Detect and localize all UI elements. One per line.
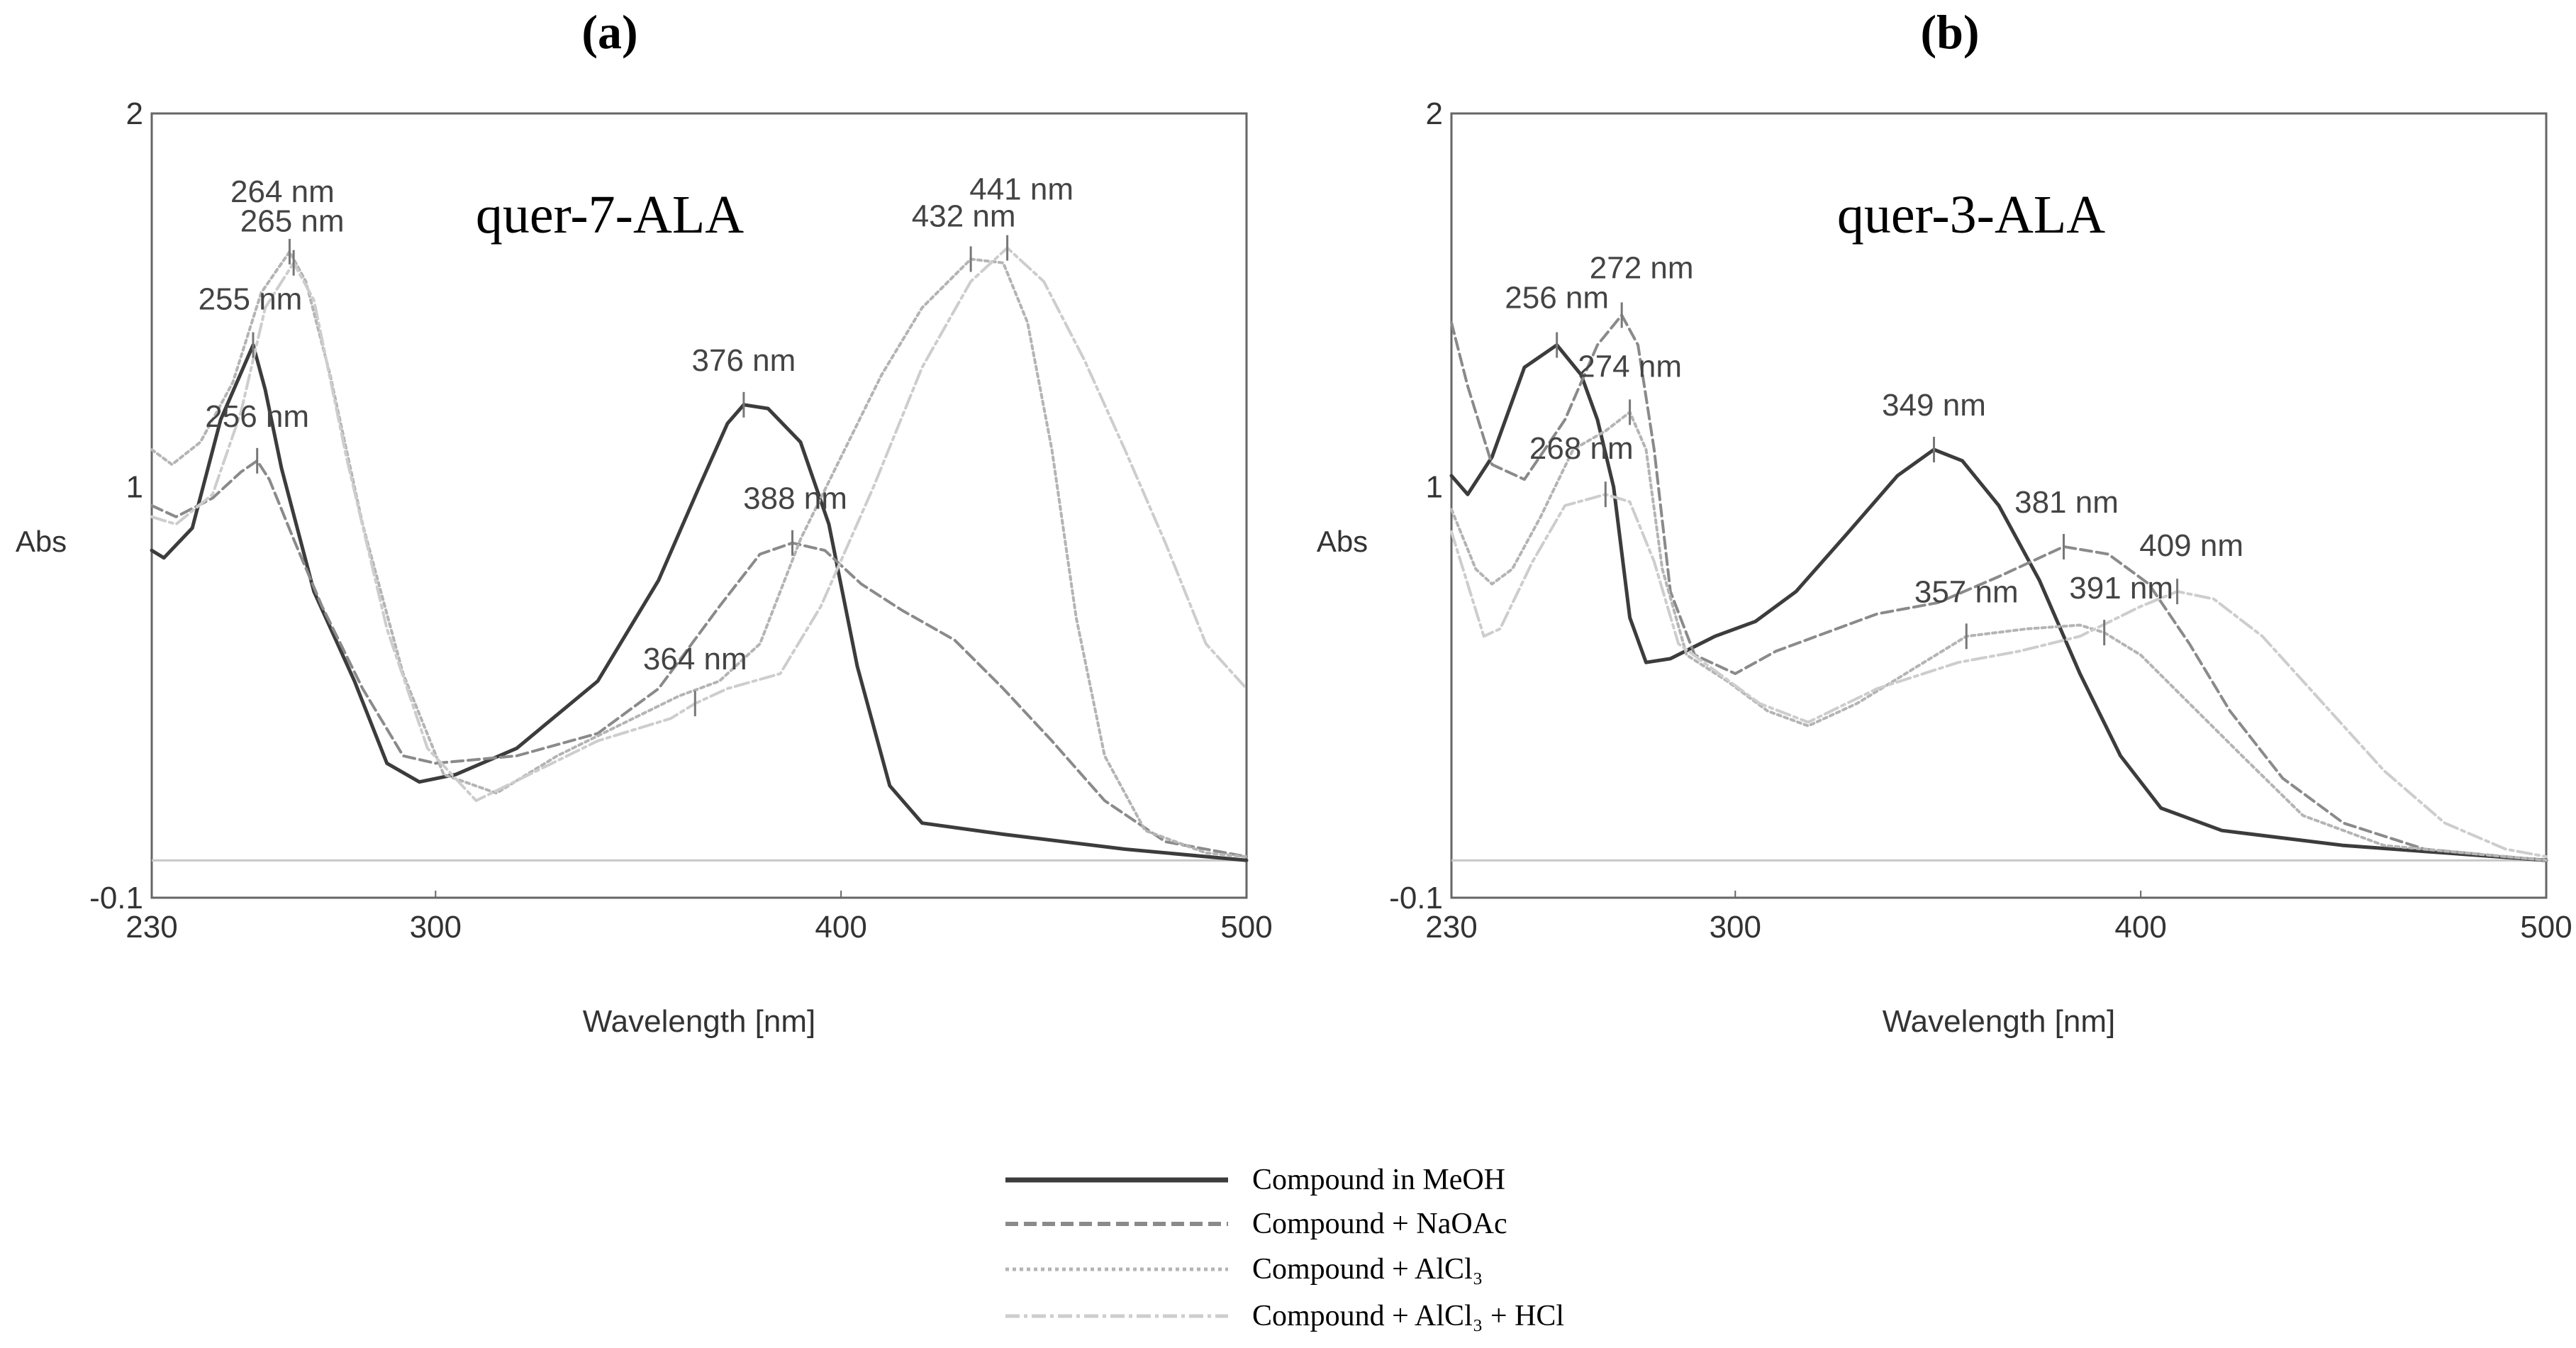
- panel-a-ylabel: Abs: [16, 525, 67, 558]
- panel-b-peak-label-256: 256 nm: [1505, 281, 1609, 316]
- panel-a-xtick-300: 300: [410, 910, 462, 945]
- panel-a-series-alcl3: [150, 250, 1248, 859]
- panel-b-peak-label-391: 391 nm: [2069, 571, 2173, 606]
- panel-b-peak-label-268: 268 nm: [1529, 431, 1634, 466]
- panel-b-ytick--0.1: -0.1: [1389, 881, 1443, 915]
- panel-b-label: (b): [1920, 5, 1979, 59]
- panel-b-series-alcl3: [1450, 411, 2548, 862]
- panel-b-xtick-230: 230: [1425, 910, 1477, 945]
- panel-a-peak-label-364: 364 nm: [643, 642, 747, 676]
- panel-a-peak-label-255: 255 nm: [199, 282, 303, 317]
- panel-a-peak-label-256: 256 nm: [205, 399, 309, 434]
- panel-a-xtick-400: 400: [815, 910, 866, 945]
- legend-label-alcl3-hcl: Compound + AlCl₃ + HCl: [1252, 1300, 1564, 1332]
- panel-a-compound-name: quer-7-ALA: [476, 185, 744, 245]
- panel-a-label: (a): [581, 5, 637, 59]
- panel-a-xtick-230: 230: [126, 910, 177, 945]
- panel-b-ytick-1: 1: [1426, 470, 1443, 505]
- panel-a-series-meoh: [150, 343, 1249, 862]
- panel-b-xtick-500: 500: [2520, 910, 2572, 945]
- panel-b-peak-label-381: 381 nm: [2014, 485, 2119, 520]
- panel-b-series-naoac: [1450, 313, 2548, 862]
- panel-a-peak-label-441: 441 nm: [969, 172, 1074, 207]
- panel-a-ytick--0.1: -0.1: [89, 881, 143, 915]
- panel-b-frame: [1450, 112, 2548, 899]
- panel-b-xlabel: Wavelength [nm]: [1883, 1004, 2116, 1039]
- legend: Compound in MeOH Compound + NaOAc Compou…: [1005, 1164, 1564, 1332]
- panel-b-compound-name: quer-3-ALA: [1837, 185, 2105, 245]
- panel-b-xtick-400: 400: [2114, 910, 2166, 945]
- panel-a-peak-label-265: 265 nm: [240, 204, 345, 239]
- panel-a-xlabel: Wavelength [nm]: [583, 1004, 816, 1039]
- panel-b-peak-label-272: 272 nm: [1590, 250, 1694, 285]
- panel-a-peak-label-432: 432 nm: [912, 199, 1016, 233]
- panel-b-ylabel: Abs: [1317, 525, 1368, 558]
- panel-a-series-naoac: [150, 459, 1248, 859]
- panel-a-peak-label-264: 264 nm: [230, 174, 335, 209]
- legend-label-meoh: Compound in MeOH: [1252, 1164, 1505, 1196]
- legend-label-naoac: Compound + NaOAc: [1252, 1208, 1507, 1240]
- panel-b-ytick-2: 2: [1426, 96, 1443, 131]
- panel-b-peak-label-357: 357 nm: [1914, 574, 2019, 609]
- legend-label-alcl3: Compound + AlCl₃: [1252, 1253, 1483, 1286]
- panel-b-series-meoh: [1449, 343, 2548, 862]
- panel-a-ytick-1: 1: [126, 470, 143, 505]
- panel-a-peak-label-388: 388 nm: [743, 481, 847, 516]
- panel-a-ytick-2: 2: [126, 96, 143, 131]
- panel-a-series-alcl3-hcl: [150, 246, 1248, 803]
- panel-b-peak-label-409: 409 nm: [2139, 528, 2243, 563]
- panel-b-xtick-300: 300: [1710, 910, 1761, 945]
- panel-a-xtick-500: 500: [1220, 910, 1272, 945]
- panel-b-peak-label-349: 349 nm: [1882, 388, 1986, 423]
- panel-b-series-alcl3-hcl: [1450, 493, 2548, 859]
- panel-a-peak-label-376: 376 nm: [692, 343, 796, 378]
- panel-b-peak-label-274: 274 nm: [1578, 349, 1682, 384]
